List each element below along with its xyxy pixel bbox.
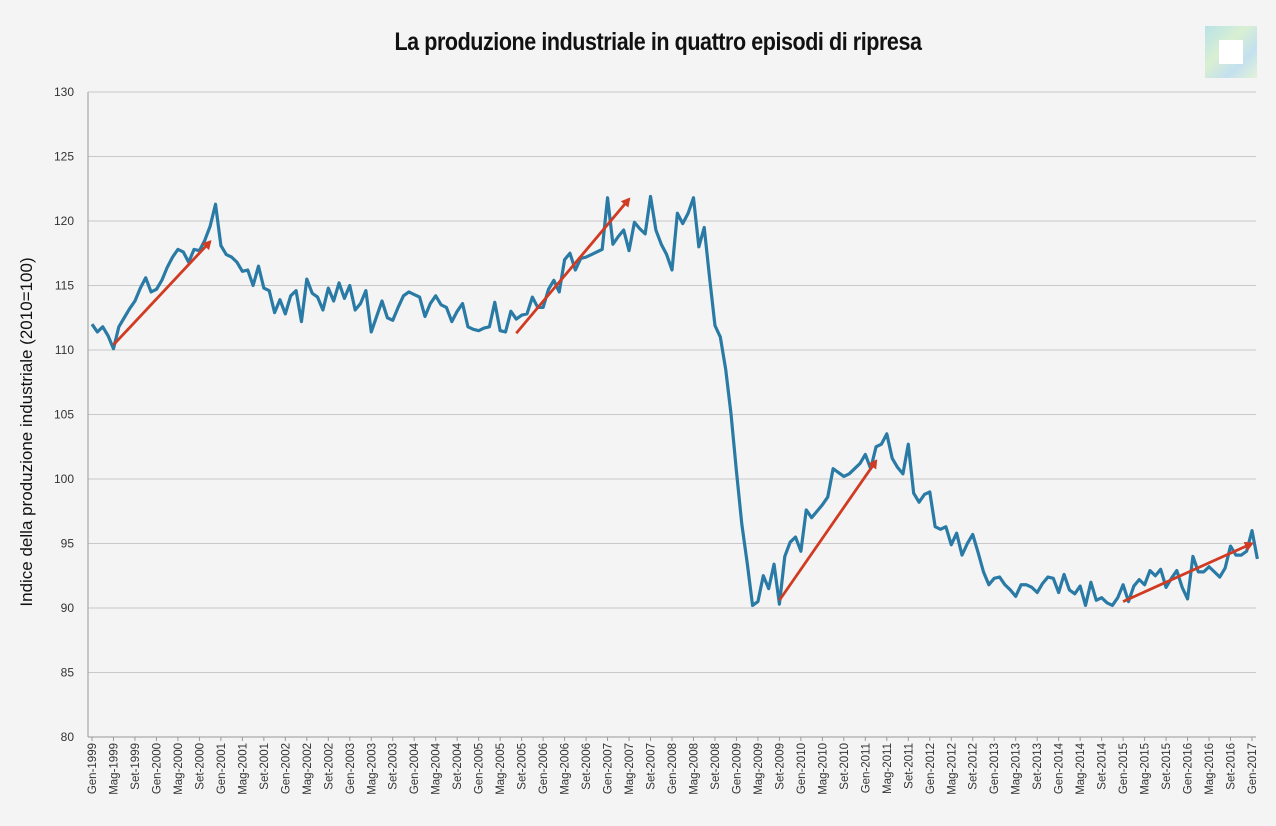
y-tick-label: 110 [55,343,74,357]
x-tick-label: Mag-2005 [495,743,507,795]
x-tick-label: Set-2012 [968,743,980,790]
x-tick-label: Mag-2014 [1075,742,1087,794]
x-tick-label: Gen-2006 [538,743,550,794]
x-tick-label: Mag-2000 [173,743,185,795]
trend-arrow [112,240,212,346]
x-tick-label: Mag-2004 [431,742,443,794]
x-tick-label: Set-2016 [1226,743,1238,790]
x-tick-label: Gen-2014 [1054,742,1066,794]
x-tick-label: Mag-2013 [1011,743,1023,795]
x-tick-label: Set-2009 [774,743,786,790]
x-tick-label: Mag-2006 [560,743,572,795]
x-tick-label: Gen-1999 [87,743,99,794]
x-tick-label: Set-2000 [194,743,206,790]
y-axis-label: Indice della produzione industriale (201… [17,257,36,606]
x-tick-label: Mag-2010 [817,743,829,795]
x-tick-label: Set-2006 [581,743,593,790]
trend-arrow [515,197,631,335]
x-tick-label: Gen-2013 [989,743,1001,794]
x-tick-label: Set-2014 [1097,742,1109,789]
y-tick-label: 80 [61,730,75,744]
x-tick-label: Set-2011 [903,743,915,789]
chart-title: La produzione industriale in quattro epi… [394,28,922,56]
y-tick-label: 95 [61,537,75,551]
x-tick-label: Gen-2016 [1183,743,1195,794]
series-line [90,194,1259,608]
y-tick-label: 100 [54,472,74,486]
x-tick-label: Set-2010 [839,743,851,790]
x-tick-label: Mag-2016 [1204,743,1216,795]
x-tick-label: Gen-2005 [474,743,486,794]
x-tick-labels: Gen-1999 Mag-1999 Set-1999 Gen-2000 Mag-2000… [87,737,1259,795]
x-tick-label: Set-2001 [259,743,271,790]
logo-square-icon [1219,40,1243,64]
x-tick-label: Gen-2001 [216,743,228,794]
x-tick-label: Set-2004 [452,742,464,789]
x-tick-label: Mag-2009 [753,743,765,795]
y-tick-labels: 80 85 90 95 100 105 110 115 120 125 130 [54,85,74,744]
x-tick-label: Gen-2004 [409,742,421,794]
x-tick-label: Mag-1999 [108,743,120,795]
y-tick-label: 125 [54,150,74,164]
x-tick-label: Gen-2010 [796,743,808,794]
x-tick-label: Gen-2011 [860,743,872,793]
x-tick-label: Mag-2007 [624,743,636,795]
x-tick-label: Gen-2009 [731,743,743,794]
x-tick-label: Set-2003 [388,743,400,790]
x-tick-label: Gen-2015 [1118,743,1130,794]
x-tick-label: Mag-2015 [1140,743,1152,795]
x-tick-label: Gen-2000 [151,743,163,794]
y-tick-label: 115 [55,279,74,293]
x-tick-label: Set-1999 [130,743,142,790]
x-tick-label: Gen-2007 [603,743,615,794]
logo [1205,26,1257,78]
y-tick-label: 90 [61,601,75,615]
x-tick-label: Set-2008 [710,743,722,790]
x-tick-label: Gen-2008 [667,743,679,794]
x-tick-label: Gen-2012 [925,743,937,794]
x-tick-label: Mag-2011 [882,743,894,794]
gridlines [88,91,1256,738]
y-tick-label: 130 [54,85,74,99]
x-tick-label: Mag-2012 [946,743,958,795]
x-tick-label: Gen-2003 [345,743,357,794]
x-tick-label: Gen-2017 [1247,743,1259,794]
x-tick-label: Set-2005 [517,743,529,790]
x-tick-label: Mag-2002 [302,743,314,795]
x-tick-label: Set-2013 [1032,743,1044,790]
x-tick-label: Gen-2002 [280,743,292,794]
trend-arrows [112,197,1254,603]
x-tick-label: Mag-2008 [688,743,700,795]
x-tick-label: Set-2007 [646,743,658,790]
y-tick-label: 105 [54,408,74,422]
x-tick-label: Mag-2003 [366,743,378,795]
y-tick-label: 85 [61,666,75,680]
x-tick-label: Set-2015 [1161,743,1173,790]
x-tick-label: Set-2002 [323,743,335,790]
x-tick-label: Mag-2001 [237,743,249,795]
trend-arrow [778,459,878,602]
trend-arrow [1122,541,1254,603]
y-tick-label: 120 [54,214,74,228]
